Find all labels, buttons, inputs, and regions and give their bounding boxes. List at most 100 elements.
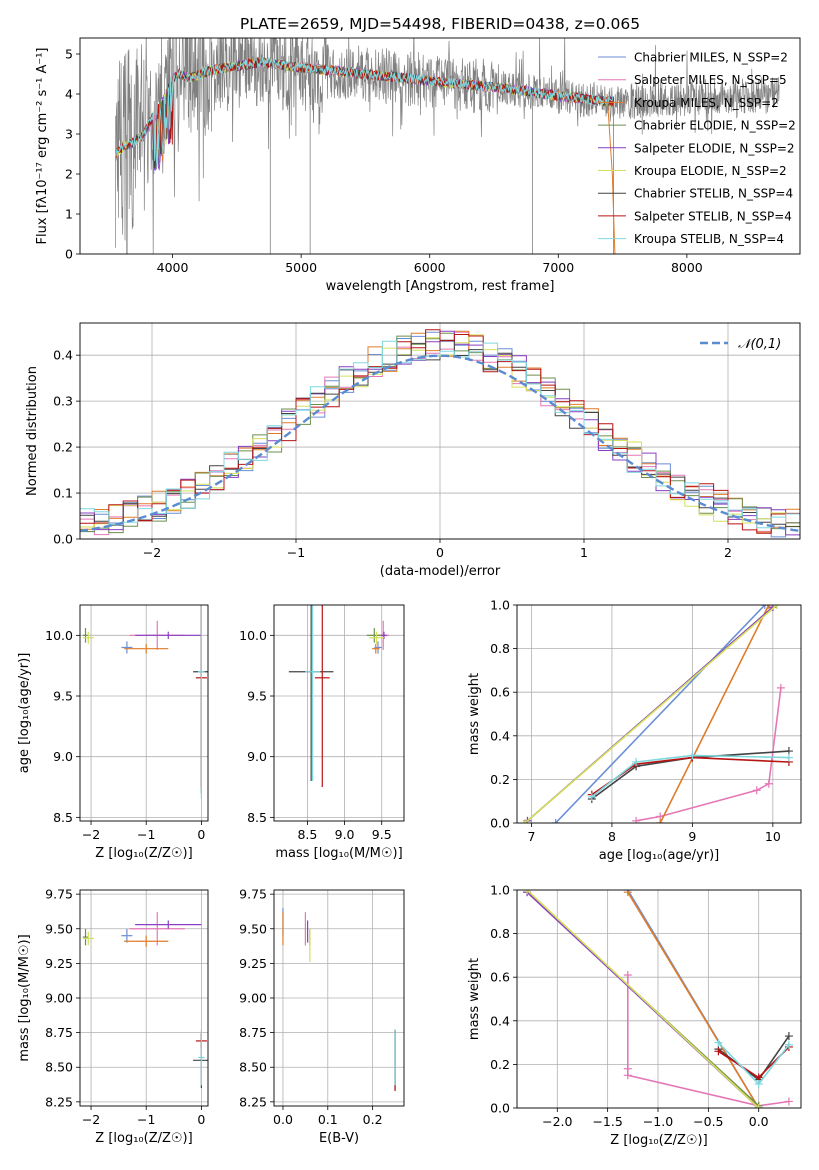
- x-tick-label: 7000: [542, 260, 574, 275]
- y-tick-label: 0.6: [490, 685, 510, 700]
- x-tick-label: 4000: [157, 260, 189, 275]
- legend-label: Kroupa MILES, N_SSP=2: [634, 96, 779, 110]
- series-kroupa-miles: [627, 891, 760, 1108]
- axes-frame: [516, 604, 802, 824]
- chart-mass_vs_ebv: 0.0 0.1 0.2 8.25 8.50 8.75 9.00 9.25 9.50 9.75 E(B…: [239, 887, 405, 1146]
- spectrum-legend: Chabrier MILES, N_SSP=2 Salpeter MILES, N…: [598, 51, 796, 246]
- series-marker: [784, 753, 793, 762]
- y-tick-label: 9.5: [53, 689, 73, 704]
- x-tick-label: −2.0: [542, 1114, 572, 1129]
- chart-age_vs_mass: 8.5 9.0 9.5 8.5 9.0 9.5 10.0 mass [log₁₀(M/M☉)]: [239, 604, 405, 861]
- series-marker: [784, 1097, 793, 1106]
- x-tick-label: 8000: [671, 260, 703, 275]
- series-marker: [772, 605, 781, 609]
- y-tick-label: 9.25: [239, 956, 267, 971]
- y-tick-label: 1.0: [490, 883, 510, 898]
- plot-area: [115, 38, 780, 254]
- x-tick-label: 10: [765, 829, 781, 844]
- legend-label: Salpeter ELODIE, N_SSP=2: [634, 141, 795, 155]
- x-axis-label: wavelength [Angstrom, rest frame]: [326, 279, 555, 294]
- y-axis-label: mass [log₁₀(M/M☉)]: [17, 934, 32, 1061]
- x-tick-label: 0.0: [749, 1114, 769, 1129]
- y-tick-label: 0: [65, 247, 73, 262]
- x-tick-label: −1.0: [643, 1114, 673, 1129]
- y-tick-label: 0.2: [490, 772, 510, 787]
- series-kroupa-miles: [659, 605, 770, 823]
- series-kroupa-stelib: [591, 754, 789, 798]
- axes-frame: [79, 604, 209, 822]
- chart-mass_weight_vs_age: 7 8 9 10 0.0 0.2 0.4 0.6 0.8 1.0 age [log₁₀(age/yr…: [467, 598, 802, 863]
- spectrum-model-kroupa-stelib: [115, 56, 614, 166]
- x-axis-label: mass [log₁₀(M/M☉)]: [275, 846, 402, 861]
- y-tick-label: 0.0: [53, 532, 73, 547]
- chart-spectrum: 4000 5000 6000 7000 8000 0 1 2 3 4 5 wavelength [An…: [35, 37, 801, 294]
- legend-label: Chabrier ELODIE, N_SSP=2: [634, 119, 796, 133]
- x-tick-label: 5000: [285, 260, 317, 275]
- series-marker: [764, 605, 773, 609]
- y-tick-label: 0.4: [490, 1013, 510, 1028]
- y-tick-label: 8.25: [45, 1094, 73, 1109]
- x-tick-label: 1: [580, 545, 588, 560]
- y-tick-label: 8.5: [247, 810, 267, 825]
- series-marker: [784, 1032, 793, 1041]
- x-tick-label: 0.0: [273, 1112, 293, 1127]
- x-axis-label: Z [log₁₀(Z/Z☉)]: [95, 846, 192, 861]
- gaussian-curve: [80, 354, 800, 533]
- plot-area: [82, 605, 208, 800]
- y-tick-label: 9.50: [45, 921, 73, 936]
- series-marker: [784, 1040, 793, 1049]
- y-tick-label: 9.25: [45, 956, 73, 971]
- legend-label: 𝒩(0,1): [738, 337, 781, 352]
- series-marker: [623, 890, 632, 897]
- y-tick-label: 9.0: [247, 749, 267, 764]
- series-marker: [551, 819, 560, 823]
- x-tick-label: 0.2: [363, 1112, 383, 1127]
- x-tick-label: 9.0: [335, 827, 355, 842]
- series-marker: [754, 1080, 763, 1089]
- plot-area: [80, 329, 800, 538]
- x-tick-label: −1: [287, 545, 305, 560]
- x-axis-label: Z [log₁₀(Z/Z☉)]: [95, 1131, 192, 1146]
- y-tick-label: 1.0: [490, 598, 510, 613]
- y-axis-label: Flux [fλ10⁻¹⁷ erg cm⁻² s⁻¹ A⁻¹]: [35, 48, 50, 245]
- y-tick-label: 4: [65, 87, 73, 102]
- series-kroupa-elodie: [526, 890, 760, 1108]
- y-tick-label: 2: [65, 167, 73, 182]
- series-marker: [714, 1047, 723, 1056]
- chart-mass_weight_vs_Z: −2.0 −1.5 −1.0 −0.5 0.0 0.0 0.2 0.4 0.6 0.8 1.0 Z […: [467, 883, 802, 1148]
- axes-frame: [273, 604, 405, 822]
- y-tick-label: 8.75: [239, 1025, 267, 1040]
- x-tick-label: 8.5: [297, 827, 317, 842]
- x-tick-label: 9.5: [372, 827, 392, 842]
- series-chabrier-stelib: [591, 750, 789, 800]
- y-tick-label: 9.5: [247, 689, 267, 704]
- chart-residuals: −2 −1 0 1 2 0.0 0.1 0.2 0.3 0.4 (data-model)/error…: [25, 322, 801, 579]
- plot-area: [523, 890, 793, 1108]
- legend-label: Chabrier MILES, N_SSP=2: [634, 51, 788, 65]
- y-tick-label: 0.2: [53, 440, 73, 455]
- x-tick-label: 2: [724, 545, 732, 560]
- y-axis-label: mass weight: [467, 673, 482, 755]
- y-tick-label: 8.25: [239, 1094, 267, 1109]
- legend-label: Salpeter STELIB, N_SSP=4: [634, 209, 792, 223]
- y-tick-label: 8.75: [45, 1025, 73, 1040]
- plot-area: [282, 908, 396, 1091]
- y-tick-label: 0.4: [490, 728, 510, 743]
- x-tick-label: −2: [82, 1112, 100, 1127]
- y-tick-label: 0.4: [53, 348, 73, 363]
- x-tick-label: 0.1: [318, 1112, 338, 1127]
- series-marker: [764, 779, 773, 788]
- series-marker: [587, 792, 596, 801]
- figure-title: PLATE=2659, MJD=54498, FIBERID=0438, z=0…: [240, 15, 640, 33]
- y-tick-label: 9.75: [239, 887, 267, 902]
- chart-mass_vs_Z: −2 −1 0 8.25 8.50 8.75 9.00 9.25 9.50 9.75 Z [log₁…: [17, 887, 209, 1146]
- x-tick-label: 9: [688, 829, 696, 844]
- y-tick-label: 1: [65, 207, 73, 222]
- series-marker: [776, 683, 785, 692]
- y-tick-label: 0.0: [490, 1101, 510, 1116]
- series-marker: [688, 751, 697, 760]
- plot-area: [82, 912, 208, 1088]
- x-tick-label: −2: [143, 545, 161, 560]
- series-marker: [714, 1038, 723, 1047]
- x-tick-label: −0.5: [693, 1114, 723, 1129]
